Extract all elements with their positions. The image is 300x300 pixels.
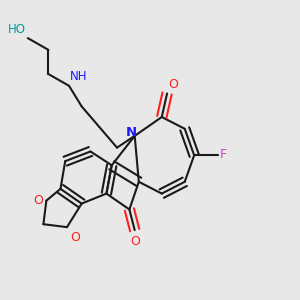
Text: HO: HO [8,23,26,36]
Text: F: F [220,148,227,161]
Text: O: O [169,77,178,91]
Text: O: O [130,236,140,248]
Text: N: N [126,126,137,140]
Text: O: O [70,231,80,244]
Text: O: O [34,194,44,207]
Text: NH: NH [70,70,88,83]
